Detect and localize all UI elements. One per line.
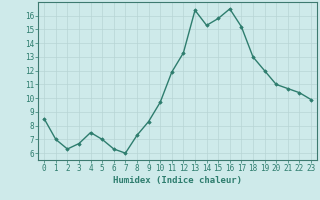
- X-axis label: Humidex (Indice chaleur): Humidex (Indice chaleur): [113, 176, 242, 185]
